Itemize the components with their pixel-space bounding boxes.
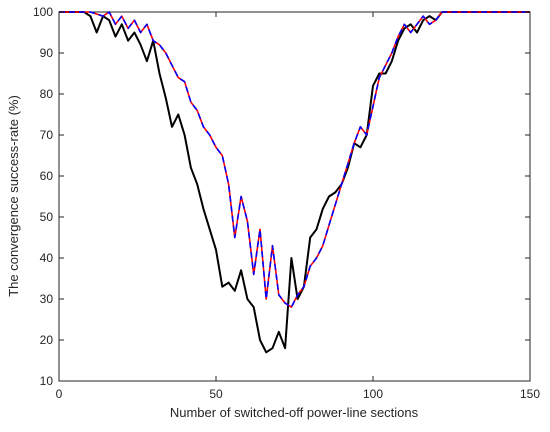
x-tick-label: 0 <box>56 387 63 401</box>
x-tick-label: 150 <box>520 387 540 401</box>
y-tick-label: 40 <box>40 251 54 265</box>
series-line-3 <box>59 11 530 309</box>
x-tick-label: 50 <box>209 387 223 401</box>
series-line-1 <box>59 11 530 354</box>
y-tick-label: 70 <box>40 128 54 142</box>
y-tick-label: 30 <box>40 292 54 306</box>
y-axis-label: The convergence success-rate (%) <box>6 95 21 297</box>
series-layer <box>59 11 530 354</box>
y-tick-label: 60 <box>40 169 54 183</box>
plot-area <box>58 11 531 382</box>
y-tick-label: 80 <box>40 87 54 101</box>
y-tick-label: 100 <box>33 5 53 19</box>
y-tick-label: 10 <box>40 374 54 388</box>
y-axis-ticks: 10 20 30 40 50 60 70 80 90 100 <box>33 5 530 388</box>
y-tick-label: 90 <box>40 46 54 60</box>
x-axis-label: Number of switched-off power-line sectio… <box>170 405 419 420</box>
x-axis-ticks: 0 50 100 150 <box>56 12 540 401</box>
x-tick-label: 100 <box>363 387 383 401</box>
y-tick-label: 20 <box>40 333 54 347</box>
y-tick-label: 50 <box>40 210 54 224</box>
